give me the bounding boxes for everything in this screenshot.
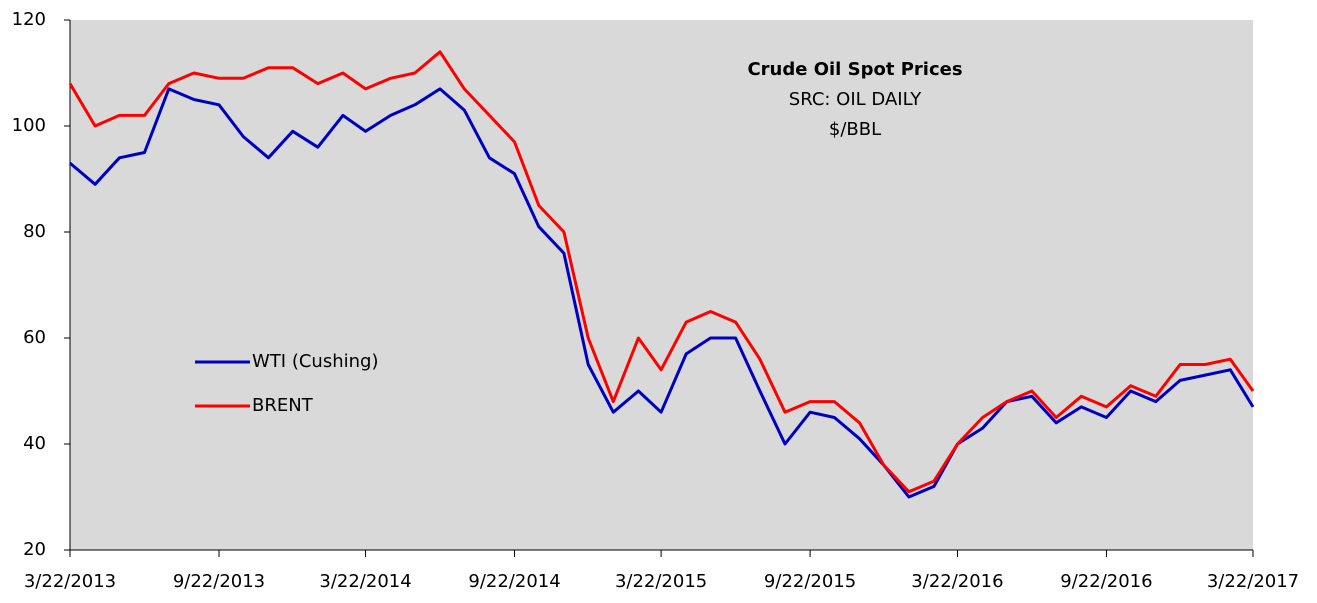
x-tick-label: 9/22/2014	[468, 571, 560, 592]
y-tick-label: 40	[23, 433, 46, 454]
x-tick-label: 9/22/2013	[173, 571, 265, 592]
series-line	[68, 50, 1255, 494]
y-tick-label: 100	[12, 115, 46, 136]
y-tick-label: 120	[12, 9, 46, 30]
chart-title: Crude Oil Spot Prices	[747, 59, 962, 80]
x-tick-label: 3/22/2014	[319, 571, 411, 592]
plot-area	[70, 20, 1253, 550]
x-tick-label: 9/22/2015	[764, 571, 856, 592]
y-tick-label: 80	[23, 221, 46, 242]
y-tick-label: 20	[23, 539, 46, 560]
x-tick-label: 9/22/2016	[1060, 571, 1152, 592]
x-tick-label: 3/22/2013	[24, 571, 116, 592]
x-tick-label: 3/22/2015	[615, 571, 707, 592]
annotation: $/BBL	[829, 119, 881, 140]
y-tick-label: 60	[23, 327, 46, 348]
x-tick-label: 3/22/2016	[911, 571, 1003, 592]
series-line	[69, 87, 1255, 499]
annotation: SRC: OIL DAILY	[789, 89, 922, 110]
legend-label: BRENT	[252, 395, 314, 416]
legend-label: WTI (Cushing)	[252, 351, 378, 372]
x-tick-label: 3/22/2017	[1207, 571, 1299, 592]
